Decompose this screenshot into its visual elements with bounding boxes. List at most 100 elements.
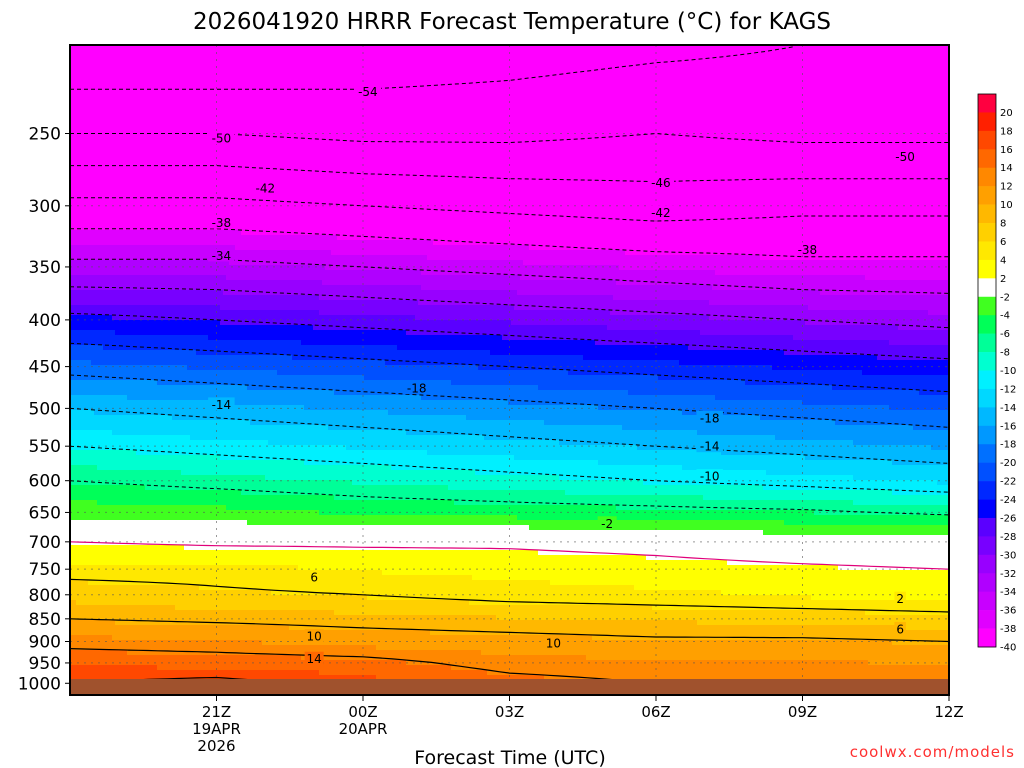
- temp-cell: [88, 305, 92, 316]
- temp-cell: [523, 505, 527, 521]
- temp-cell: [352, 660, 356, 676]
- temp-cell: [205, 305, 209, 321]
- temp-cell: [106, 665, 110, 686]
- temp-cell: [451, 320, 455, 336]
- temp-cell: [445, 635, 449, 651]
- temp-cell: [406, 615, 410, 631]
- temp-cell: [577, 635, 581, 656]
- temp-cell: [406, 650, 410, 666]
- temp-cell: [79, 430, 83, 451]
- temp-cell: [349, 255, 353, 271]
- temp-cell: [127, 665, 131, 686]
- temp-cell: [100, 380, 104, 396]
- temp-cell: [565, 405, 569, 426]
- temp-cell: [418, 600, 422, 616]
- temp-cell: [169, 335, 173, 351]
- temp-cell: [457, 550, 461, 576]
- temp-cell: [343, 480, 347, 501]
- temp-cell: [559, 390, 563, 406]
- temp-cell: [73, 635, 77, 651]
- temp-cell: [517, 525, 521, 551]
- temp-cell: [70, 635, 74, 651]
- temp-cell: [406, 470, 410, 486]
- temp-cell: [523, 525, 527, 551]
- temp-cell: [82, 345, 86, 361]
- temp-cell: [403, 470, 407, 486]
- temp-cell: [577, 265, 581, 281]
- temp-cell: [256, 250, 260, 266]
- temp-cell: [124, 435, 128, 451]
- temp-cell: [118, 380, 122, 396]
- temp-cell: [232, 440, 236, 461]
- temp-cell: [298, 360, 302, 376]
- temp-cell: [271, 295, 275, 311]
- temp-cell: [370, 645, 374, 661]
- temp-cell: [232, 340, 236, 356]
- temp-cell: [541, 460, 545, 476]
- temp-cell: [244, 385, 248, 406]
- temp-cell: [358, 395, 362, 411]
- temp-cell: [244, 610, 248, 626]
- temp-cell: [253, 525, 257, 551]
- temp-cell: [493, 635, 497, 656]
- temp-cell: [106, 395, 110, 416]
- temp-cell: [430, 500, 434, 516]
- temp-cell: [433, 635, 437, 651]
- temp-cell: [493, 355, 497, 371]
- temp-cell: [181, 400, 185, 421]
- temp-cell: [142, 230, 146, 246]
- temp-cell: [577, 555, 581, 586]
- temp-cell: [103, 665, 107, 686]
- temp-cell: [295, 280, 299, 296]
- temp-cell: [364, 550, 368, 571]
- temp-cell: [418, 350, 422, 366]
- temp-cell: [478, 350, 482, 371]
- temp-cell: [247, 525, 251, 551]
- temp-cell: [424, 515, 428, 526]
- temp-cell: [103, 635, 107, 651]
- temp-cell: [460, 245, 464, 261]
- temp-cell: [142, 485, 146, 506]
- temp-cell: [226, 325, 230, 341]
- temp-cell: [538, 530, 542, 556]
- temp-cell: [70, 245, 74, 261]
- temp-cell: [547, 325, 551, 341]
- temp-cell: [535, 490, 539, 506]
- temp-cell: [376, 570, 380, 601]
- temp-cell: [148, 435, 152, 456]
- temp-cell: [97, 585, 101, 606]
- temp-cell: [580, 405, 584, 426]
- temp-cell: [442, 365, 446, 381]
- temp-cell: [505, 580, 509, 606]
- temp-cell: [358, 300, 362, 316]
- temp-cell: [415, 550, 419, 576]
- temp-cell: [376, 660, 380, 681]
- temp-cell: [253, 340, 257, 356]
- temp-cell: [271, 625, 275, 646]
- temp-cell: [391, 515, 395, 526]
- temp-cell: [190, 565, 194, 586]
- temp-cell: [403, 485, 407, 501]
- temp-cell: [304, 425, 308, 446]
- temp-cell: [133, 585, 137, 606]
- temp-cell: [538, 520, 542, 531]
- temp-cell: [397, 660, 401, 681]
- temp-cell: [106, 470, 110, 486]
- temp-cell: [172, 365, 176, 386]
- temp-cell: [262, 610, 266, 626]
- temp-cell: [202, 355, 206, 371]
- temp-cell: [256, 670, 260, 686]
- temp-cell: [313, 250, 317, 266]
- temp-cell: [469, 305, 473, 321]
- temp-cell: [277, 510, 281, 526]
- temp-cell: [139, 415, 143, 436]
- temp-cell: [202, 275, 206, 291]
- temp-cell: [328, 250, 332, 271]
- temp-cell: [580, 280, 584, 296]
- temp-cell: [292, 460, 296, 481]
- temp-cell: [421, 575, 425, 601]
- temp-cell: [73, 430, 77, 451]
- temp-cell: [121, 520, 125, 546]
- temp-cell: [400, 415, 404, 431]
- temp-cell: [601, 250, 605, 266]
